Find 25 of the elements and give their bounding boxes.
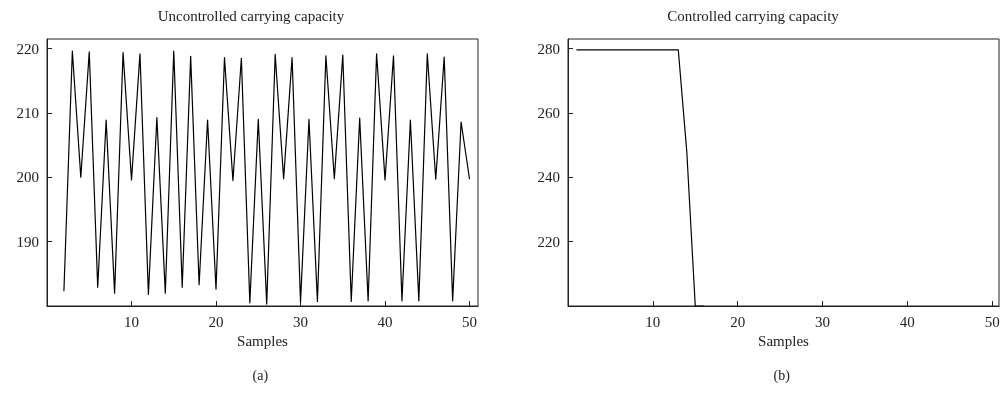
x-tick-label: 50: [984, 313, 1000, 330]
y-tick-label: 280: [537, 40, 560, 57]
x-tick-label: 40: [899, 313, 915, 330]
x-tick-label: 50: [462, 313, 478, 330]
x-axis-title: Samples: [237, 333, 289, 350]
x-tick-label: 20: [730, 313, 746, 330]
x-tick-label: 30: [293, 313, 309, 330]
y-tick-label: 220: [537, 233, 560, 250]
y-tick-label: 190: [16, 233, 39, 250]
y-tick-label: 240: [537, 169, 560, 186]
x-tick-label: 40: [377, 313, 393, 330]
text: (b): [773, 367, 791, 384]
y-tick-label: 220: [16, 40, 39, 57]
chart-title: Controlled carrying capacity: [667, 7, 840, 24]
text: (a): [252, 367, 269, 384]
x-tick-label: 20: [208, 313, 224, 330]
y-tick-label: 200: [16, 169, 39, 186]
x-tick-label: 30: [815, 313, 831, 330]
y-tick-label: 210: [16, 104, 39, 121]
x-axis-title: Samples: [758, 333, 810, 350]
y-tick-label: 260: [537, 104, 560, 121]
line-series: [63, 50, 471, 305]
x-tick-label: 10: [124, 313, 140, 330]
chart-title: Uncontrolled carrying capacity: [157, 7, 345, 24]
x-tick-label: 10: [645, 313, 661, 330]
